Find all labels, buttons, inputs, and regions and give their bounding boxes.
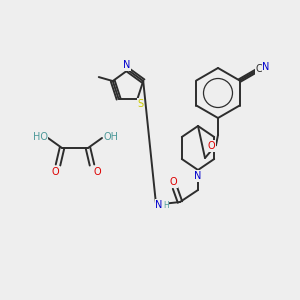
Text: O: O bbox=[207, 141, 215, 151]
Text: O: O bbox=[51, 167, 59, 177]
Text: HO: HO bbox=[32, 132, 47, 142]
Text: H: H bbox=[163, 200, 169, 209]
Text: N: N bbox=[262, 61, 270, 71]
Text: O: O bbox=[93, 167, 101, 177]
Text: C: C bbox=[256, 64, 262, 74]
Text: S: S bbox=[137, 99, 143, 109]
Text: O: O bbox=[169, 177, 177, 187]
Text: OH: OH bbox=[103, 132, 118, 142]
Text: N: N bbox=[155, 200, 163, 210]
Text: N: N bbox=[194, 171, 202, 181]
Text: N: N bbox=[123, 60, 131, 70]
